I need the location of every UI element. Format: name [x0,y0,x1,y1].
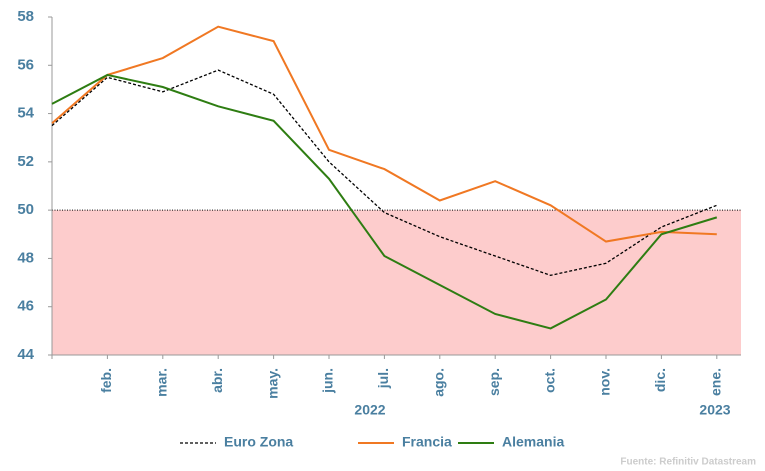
y-tick-label: 58 [17,8,34,25]
x-tick-label: ago. [431,368,447,397]
x-tick-label: nov. [597,368,613,396]
x-tick-label: sep. [486,368,502,396]
source: Fuente: Refinitiv Datastream [620,457,756,468]
y-tick-label: 56 [17,56,34,73]
x-tick-label: feb. [98,368,114,393]
y-tick-label: 50 [17,201,34,218]
year-label: 2022 [354,402,385,418]
legend-label: Francia [402,434,452,450]
below-threshold-area [52,210,741,355]
legend-label: Alemania [502,434,564,450]
legend-label: Euro Zona [224,434,293,450]
x-tick-label: may. [264,368,280,399]
x-tick-label: oct. [541,368,557,393]
x-tick-label: dic. [652,368,668,392]
y-tick-label: 48 [17,249,34,266]
x-tick-label: ene. [708,368,724,396]
x-tick-label: mar. [154,368,170,397]
y-tick-label: 46 [17,298,34,315]
y-tick-label: 44 [17,346,34,363]
y-tick-label: 52 [17,153,34,170]
year-label: 2023 [699,402,730,418]
series-line [51,69,718,277]
x-tick-label: jul. [375,368,391,389]
series-line [51,25,717,243]
x-tick-label: jun. [320,368,336,394]
y-tick-label: 54 [17,105,34,122]
x-tick-label: abr. [209,368,225,393]
series-line [51,73,718,330]
